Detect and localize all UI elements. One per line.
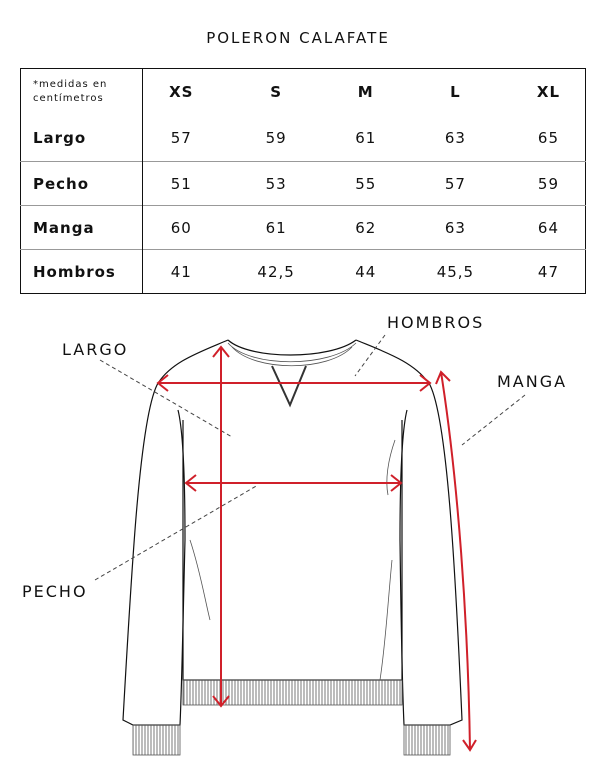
pecho-arrow [184, 474, 403, 492]
measurement-cell: 41 [142, 249, 220, 294]
hombros-label: HOMBROS [387, 313, 485, 332]
largo-label: LARGO [62, 340, 129, 359]
table-row: Largo 57 59 61 63 65 [20, 115, 586, 162]
measurement-cell: 57 [170, 129, 192, 147]
row-label: Manga [20, 205, 143, 250]
measurement-cell: 57 [398, 161, 512, 206]
measurement-cell: 59 [265, 129, 287, 147]
hombros-arrow [156, 374, 432, 392]
measurement-cell: 61 [219, 205, 333, 250]
row-label: Pecho [20, 161, 143, 206]
measurement-cell: 61 [355, 129, 377, 147]
size-header: S [270, 83, 283, 101]
size-header: L [450, 83, 461, 101]
manga-arrow [435, 370, 477, 752]
units-note: *medidas en centímetros [20, 68, 143, 115]
size-table: *medidas en centímetros XS S M L XL Larg… [20, 68, 586, 294]
table-header-row: *medidas en centímetros XS S M L XL [20, 68, 586, 115]
ribbing [132, 342, 451, 756]
table-row: Manga 60 61 62 63 64 [20, 205, 586, 250]
size-header: XL [536, 83, 561, 101]
measurement-cell: 60 [142, 205, 220, 250]
row-label: Hombros [20, 249, 143, 294]
measurement-cell: 44 [332, 249, 399, 294]
table-row: Hombros 41 42,5 44 45,5 47 [20, 249, 586, 294]
measurement-cell: 42,5 [219, 249, 333, 294]
leader-lines [94, 334, 526, 581]
size-header: XS [169, 83, 194, 101]
measurement-cell: 59 [511, 161, 586, 206]
pecho-label: PECHO [22, 582, 88, 601]
row-label: Largo [20, 115, 143, 162]
measurement-cell: 55 [332, 161, 399, 206]
measurement-cell: 64 [511, 205, 586, 250]
measurement-cell: 63 [444, 129, 466, 147]
size-header: M [357, 83, 374, 101]
table-row: Pecho 51 53 55 57 59 [20, 161, 586, 206]
measurement-cell: 62 [332, 205, 399, 250]
page-title: POLERON CALAFATE [206, 29, 390, 47]
manga-label: MANGA [497, 372, 568, 391]
measurement-cell: 45,5 [398, 249, 512, 294]
measurement-cell: 51 [142, 161, 220, 206]
measurement-cell: 53 [219, 161, 333, 206]
measurement-cell: 65 [537, 129, 560, 147]
largo-arrow [212, 345, 230, 708]
measurement-cell: 47 [511, 249, 586, 294]
measurement-cell: 63 [398, 205, 512, 250]
measurement-arrows [156, 345, 477, 752]
